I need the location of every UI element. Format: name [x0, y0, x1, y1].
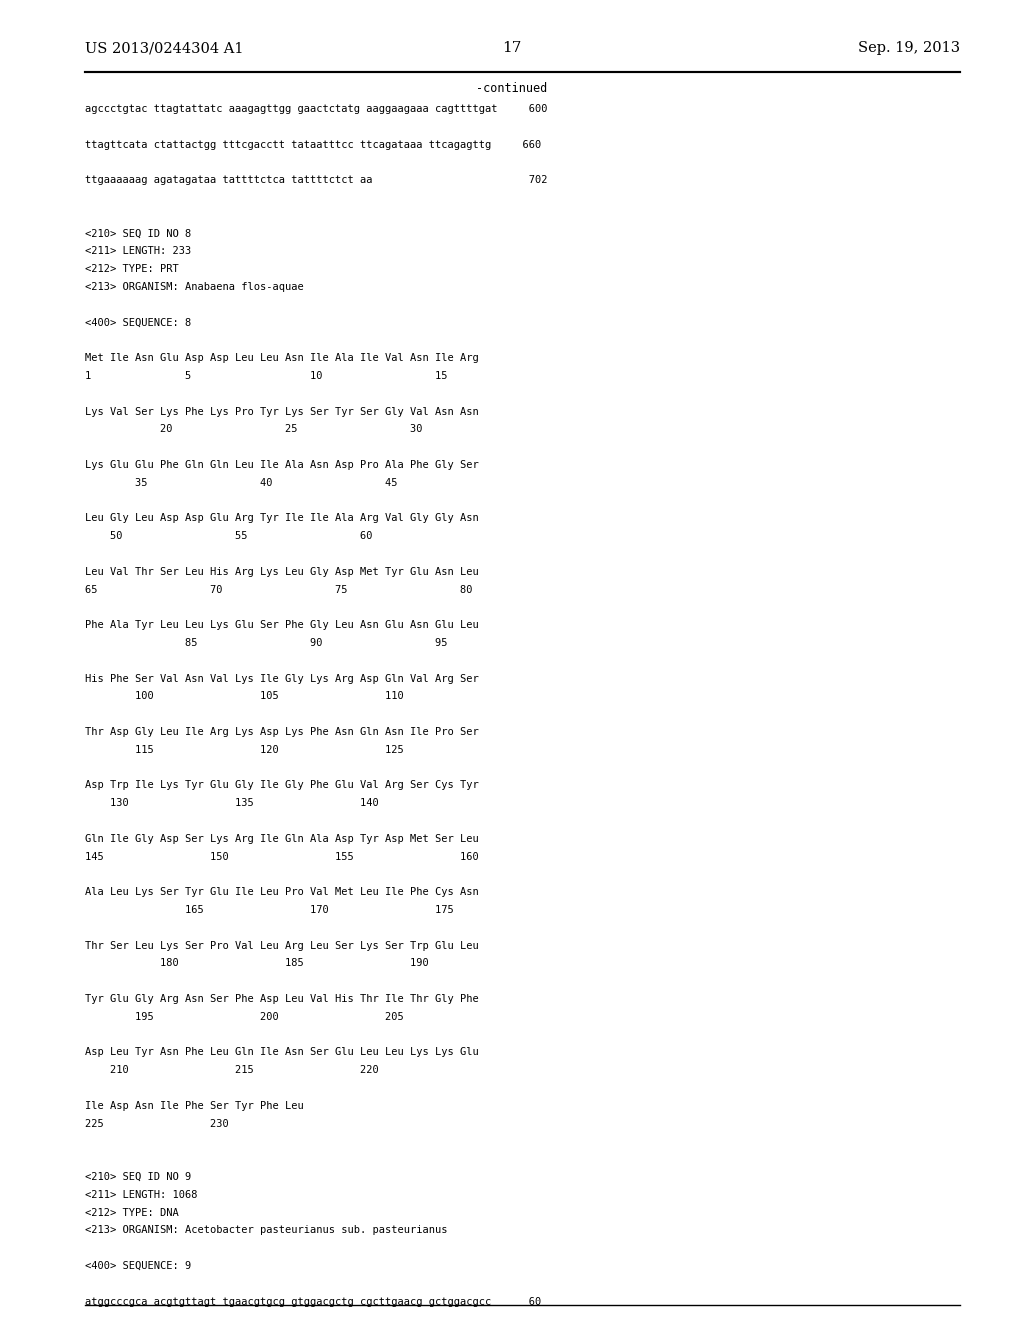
Text: 210                 215                 220: 210 215 220	[85, 1065, 379, 1076]
Text: Thr Ser Leu Lys Ser Pro Val Leu Arg Leu Ser Lys Ser Trp Glu Leu: Thr Ser Leu Lys Ser Pro Val Leu Arg Leu …	[85, 941, 479, 950]
Text: 20                  25                  30: 20 25 30	[85, 425, 423, 434]
Text: Leu Gly Leu Asp Asp Glu Arg Tyr Ile Ile Ala Arg Val Gly Gly Asn: Leu Gly Leu Asp Asp Glu Arg Tyr Ile Ile …	[85, 513, 479, 524]
Text: Thr Asp Gly Leu Ile Arg Lys Asp Lys Phe Asn Gln Asn Ile Pro Ser: Thr Asp Gly Leu Ile Arg Lys Asp Lys Phe …	[85, 727, 479, 737]
Text: <400> SEQUENCE: 8: <400> SEQUENCE: 8	[85, 318, 191, 327]
Text: 165                 170                 175: 165 170 175	[85, 906, 454, 915]
Text: atggcccgca acgtgttagt tgaacgtgcg gtggacgctg cgcttgaacg gctggacgcc      60: atggcccgca acgtgttagt tgaacgtgcg gtggacg…	[85, 1296, 542, 1307]
Text: Leu Val Thr Ser Leu His Arg Lys Leu Gly Asp Met Tyr Glu Asn Leu: Leu Val Thr Ser Leu His Arg Lys Leu Gly …	[85, 566, 479, 577]
Text: agccctgtac ttagtattatc aaagagttgg gaactctatg aaggaagaaa cagttttgat     600: agccctgtac ttagtattatc aaagagttgg gaactc…	[85, 104, 548, 114]
Text: 50                  55                  60: 50 55 60	[85, 531, 373, 541]
Text: Lys Glu Glu Phe Gln Gln Leu Ile Ala Asn Asp Pro Ala Phe Gly Ser: Lys Glu Glu Phe Gln Gln Leu Ile Ala Asn …	[85, 459, 479, 470]
Text: <210> SEQ ID NO 8: <210> SEQ ID NO 8	[85, 228, 191, 239]
Text: ttagttcata ctattactgg tttcgacctt tataatttcc ttcagataaa ttcagagttg     660: ttagttcata ctattactgg tttcgacctt tataatt…	[85, 140, 542, 149]
Text: Phe Ala Tyr Leu Leu Lys Glu Ser Phe Gly Leu Asn Glu Asn Glu Leu: Phe Ala Tyr Leu Leu Lys Glu Ser Phe Gly …	[85, 620, 479, 630]
Text: US 2013/0244304 A1: US 2013/0244304 A1	[85, 41, 244, 55]
Text: 180                 185                 190: 180 185 190	[85, 958, 429, 969]
Text: 100                 105                 110: 100 105 110	[85, 692, 403, 701]
Text: 85                  90                  95: 85 90 95	[85, 638, 447, 648]
Text: Met Ile Asn Glu Asp Asp Leu Leu Asn Ile Ala Ile Val Asn Ile Arg: Met Ile Asn Glu Asp Asp Leu Leu Asn Ile …	[85, 354, 479, 363]
Text: <400> SEQUENCE: 9: <400> SEQUENCE: 9	[85, 1261, 191, 1271]
Text: <213> ORGANISM: Acetobacter pasteurianus sub. pasteurianus: <213> ORGANISM: Acetobacter pasteurianus…	[85, 1225, 447, 1236]
Text: 130                 135                 140: 130 135 140	[85, 799, 379, 808]
Text: Asp Leu Tyr Asn Phe Leu Gln Ile Asn Ser Glu Leu Leu Lys Lys Glu: Asp Leu Tyr Asn Phe Leu Gln Ile Asn Ser …	[85, 1047, 479, 1057]
Text: <210> SEQ ID NO 9: <210> SEQ ID NO 9	[85, 1172, 191, 1181]
Text: Ile Asp Asn Ile Phe Ser Tyr Phe Leu: Ile Asp Asn Ile Phe Ser Tyr Phe Leu	[85, 1101, 304, 1111]
Text: His Phe Ser Val Asn Val Lys Ile Gly Lys Arg Asp Gln Val Arg Ser: His Phe Ser Val Asn Val Lys Ile Gly Lys …	[85, 673, 479, 684]
Text: Lys Val Ser Lys Phe Lys Pro Tyr Lys Ser Tyr Ser Gly Val Asn Asn: Lys Val Ser Lys Phe Lys Pro Tyr Lys Ser …	[85, 407, 479, 417]
Text: <212> TYPE: DNA: <212> TYPE: DNA	[85, 1208, 179, 1217]
Text: 195                 200                 205: 195 200 205	[85, 1012, 403, 1022]
Text: 115                 120                 125: 115 120 125	[85, 744, 403, 755]
Text: Gln Ile Gly Asp Ser Lys Arg Ile Gln Ala Asp Tyr Asp Met Ser Leu: Gln Ile Gly Asp Ser Lys Arg Ile Gln Ala …	[85, 834, 479, 843]
Text: 1               5                   10                  15: 1 5 10 15	[85, 371, 447, 381]
Text: 17: 17	[503, 41, 521, 55]
Text: Asp Trp Ile Lys Tyr Glu Gly Ile Gly Phe Glu Val Arg Ser Cys Tyr: Asp Trp Ile Lys Tyr Glu Gly Ile Gly Phe …	[85, 780, 479, 791]
Text: ttgaaaaaag agatagataa tattttctca tattttctct aa                         702: ttgaaaaaag agatagataa tattttctca tattttc…	[85, 176, 548, 185]
Text: <211> LENGTH: 1068: <211> LENGTH: 1068	[85, 1189, 198, 1200]
Text: 145                 150                 155                 160: 145 150 155 160	[85, 851, 479, 862]
Text: Tyr Glu Gly Arg Asn Ser Phe Asp Leu Val His Thr Ile Thr Gly Phe: Tyr Glu Gly Arg Asn Ser Phe Asp Leu Val …	[85, 994, 479, 1005]
Text: 35                  40                  45: 35 40 45	[85, 478, 397, 488]
Text: <211> LENGTH: 233: <211> LENGTH: 233	[85, 247, 191, 256]
Text: 65                  70                  75                  80: 65 70 75 80	[85, 585, 472, 594]
Text: -continued: -continued	[476, 82, 548, 95]
Text: Ala Leu Lys Ser Tyr Glu Ile Leu Pro Val Met Leu Ile Phe Cys Asn: Ala Leu Lys Ser Tyr Glu Ile Leu Pro Val …	[85, 887, 479, 898]
Text: 225                 230: 225 230	[85, 1118, 228, 1129]
Text: <213> ORGANISM: Anabaena flos-aquae: <213> ORGANISM: Anabaena flos-aquae	[85, 282, 304, 292]
Text: Sep. 19, 2013: Sep. 19, 2013	[858, 41, 961, 55]
Text: <212> TYPE: PRT: <212> TYPE: PRT	[85, 264, 179, 275]
